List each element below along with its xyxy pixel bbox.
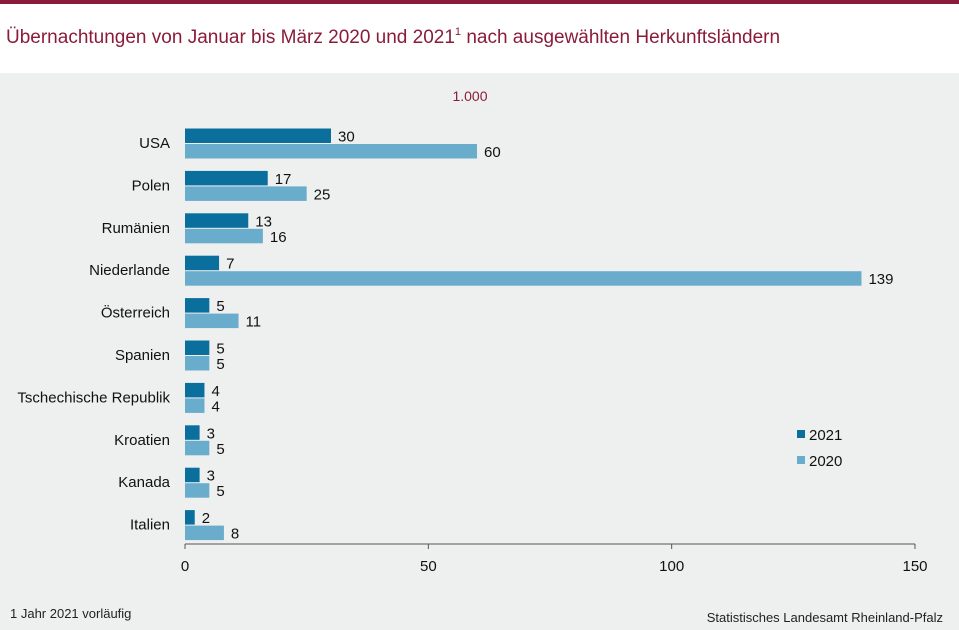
legend-label-2021: 2021 bbox=[809, 427, 842, 444]
category-label: Spanien bbox=[115, 347, 170, 364]
bar-2020 bbox=[185, 313, 239, 329]
bar-2020 bbox=[185, 398, 205, 413]
data-label-2021: 13 bbox=[255, 213, 272, 230]
x-tick-label: 50 bbox=[420, 558, 437, 575]
x-tick-label: 0 bbox=[181, 558, 189, 575]
x-tick-label: 100 bbox=[659, 558, 684, 575]
category-label: Österreich bbox=[101, 304, 170, 322]
bar-2020 bbox=[185, 440, 210, 456]
data-label-2020: 5 bbox=[216, 356, 224, 373]
category-label: Italien bbox=[130, 517, 170, 534]
data-label-2020: 60 bbox=[484, 144, 501, 161]
bar-2020 bbox=[185, 483, 210, 498]
data-label-2020: 25 bbox=[314, 186, 331, 203]
data-label-2020: 5 bbox=[216, 441, 224, 458]
chart-title: Übernachtungen von Januar bis März 2020 … bbox=[6, 26, 780, 49]
data-label-2021: 4 bbox=[211, 383, 219, 400]
data-label-2020: 8 bbox=[231, 526, 239, 543]
bar-2021 bbox=[185, 467, 200, 483]
category-label: USA bbox=[139, 135, 170, 152]
bar-2021 bbox=[185, 255, 220, 271]
data-label-2021: 3 bbox=[207, 425, 215, 442]
bar-2020 bbox=[185, 186, 307, 201]
data-label-2020: 5 bbox=[216, 483, 224, 500]
bar-2021 bbox=[185, 340, 210, 355]
chart-title-superscript: 1 bbox=[454, 26, 462, 38]
data-label-2021: 30 bbox=[338, 129, 355, 146]
category-label: Kroatien bbox=[114, 432, 170, 449]
data-label-2020: 4 bbox=[211, 398, 219, 415]
data-label-2021: 5 bbox=[216, 341, 224, 358]
footnote: 1 Jahr 2021 vorläufig bbox=[10, 606, 132, 621]
category-label: Kanada bbox=[118, 474, 170, 491]
legend-swatch-2021 bbox=[797, 430, 805, 438]
legend-label-2020: 2020 bbox=[809, 453, 842, 470]
chart-title-main: Übernachtungen von Januar bis März 2020 … bbox=[6, 27, 455, 48]
bar-2020 bbox=[185, 228, 263, 244]
bar-2020 bbox=[185, 144, 477, 159]
data-label-2021: 3 bbox=[207, 468, 215, 485]
category-label: Tschechische Republik bbox=[17, 389, 170, 406]
data-label-2020: 139 bbox=[868, 271, 893, 288]
bar-2020 bbox=[185, 525, 224, 541]
data-label-2021: 17 bbox=[275, 171, 292, 188]
data-label-2021: 5 bbox=[216, 298, 224, 315]
legend-swatch-2020 bbox=[797, 456, 805, 464]
bar-2020 bbox=[185, 271, 862, 286]
category-label: Rumänien bbox=[102, 220, 170, 237]
bar-2021 bbox=[185, 382, 205, 398]
bar-2021 bbox=[185, 298, 210, 313]
bar-2020 bbox=[185, 356, 210, 371]
data-label-2021: 7 bbox=[226, 256, 234, 273]
x-tick-label: 150 bbox=[902, 558, 927, 575]
bar-2021 bbox=[185, 213, 249, 228]
top-rule bbox=[0, 0, 959, 4]
source-credit: Statistisches Landesamt Rheinland-Pfalz bbox=[706, 610, 943, 625]
bar-2021 bbox=[185, 170, 268, 186]
category-label: Polen bbox=[132, 177, 170, 194]
data-label-2021: 2 bbox=[202, 510, 210, 527]
unit-label: 1.000 bbox=[452, 88, 488, 104]
bar-2021 bbox=[185, 510, 195, 525]
bar-2021 bbox=[185, 425, 200, 440]
bar-2021 bbox=[185, 128, 331, 143]
data-label-2020: 16 bbox=[270, 229, 287, 246]
data-label-2020: 11 bbox=[246, 314, 262, 331]
title-band bbox=[0, 4, 959, 73]
category-label: Niederlande bbox=[89, 262, 170, 279]
chart-title-rest: nach ausgewählten Herkunftsländern bbox=[466, 27, 781, 48]
